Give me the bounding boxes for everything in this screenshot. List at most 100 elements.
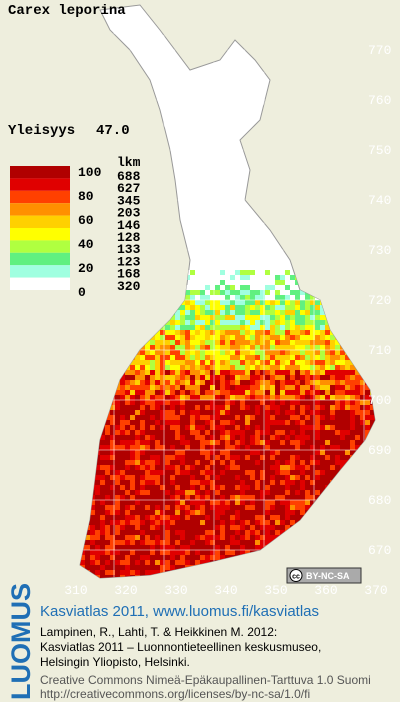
cell (240, 375, 245, 380)
cell (325, 320, 330, 325)
cell (310, 365, 315, 370)
cell (345, 445, 350, 450)
cell (245, 410, 250, 415)
cell (290, 455, 295, 460)
cell (85, 550, 90, 555)
cell (255, 370, 260, 375)
cell (130, 400, 135, 405)
cell (195, 315, 200, 320)
cell (155, 395, 160, 400)
cell (100, 460, 105, 465)
cell (275, 460, 280, 465)
cell (190, 310, 195, 315)
cell (105, 555, 110, 560)
cell (330, 365, 335, 370)
cell (280, 445, 285, 450)
cell (120, 530, 125, 535)
cell (245, 500, 250, 505)
cell (330, 470, 335, 475)
cell (325, 410, 330, 415)
cell (280, 400, 285, 405)
cell (125, 500, 130, 505)
cell (300, 460, 305, 465)
cell (300, 475, 305, 480)
cell (255, 380, 260, 385)
cell (185, 345, 190, 350)
cell (110, 540, 115, 545)
cell (180, 505, 185, 510)
cell (105, 480, 110, 485)
cell (185, 445, 190, 450)
cell (235, 335, 240, 340)
cell (265, 515, 270, 520)
cell (140, 485, 145, 490)
cell (100, 475, 105, 480)
cell (245, 360, 250, 365)
cell (360, 395, 365, 400)
cell (165, 480, 170, 485)
cell (170, 545, 175, 550)
cell (165, 485, 170, 490)
cell (210, 365, 215, 370)
cell (185, 475, 190, 480)
cell (275, 475, 280, 480)
footer-heading: Kasviatlas 2011, www.luomus.fi/kasviatla… (40, 603, 319, 620)
cell (260, 470, 265, 475)
cell (230, 530, 235, 535)
cell (130, 390, 135, 395)
cell (310, 320, 315, 325)
cell (290, 520, 295, 525)
cell (175, 350, 180, 355)
legend-count: 128 (117, 230, 141, 245)
cell (270, 415, 275, 420)
cell (185, 470, 190, 475)
cell (150, 565, 155, 570)
cell (110, 420, 115, 425)
cell (240, 430, 245, 435)
cell (195, 475, 200, 480)
cell (165, 545, 170, 550)
cell (220, 515, 225, 520)
cell (295, 370, 300, 375)
cell (270, 325, 275, 330)
cell (130, 490, 135, 495)
cell (320, 375, 325, 380)
cell (235, 550, 240, 555)
cell (130, 475, 135, 480)
cell (290, 430, 295, 435)
cell (120, 555, 125, 560)
legend-header: lkm (117, 155, 141, 170)
cell (160, 355, 165, 360)
cell (330, 335, 335, 340)
cell (150, 540, 155, 545)
cell (250, 290, 255, 295)
cell (260, 535, 265, 540)
cell (295, 330, 300, 335)
cell (150, 345, 155, 350)
cell (185, 555, 190, 560)
cell (225, 505, 230, 510)
cell (190, 535, 195, 540)
cell (165, 490, 170, 495)
cell (180, 440, 185, 445)
cell (260, 510, 265, 515)
cell (205, 515, 210, 520)
cell (255, 435, 260, 440)
cell (220, 315, 225, 320)
cell (195, 295, 200, 300)
cell (235, 540, 240, 545)
cell (90, 555, 95, 560)
cell (335, 360, 340, 365)
cell (295, 365, 300, 370)
cell (190, 320, 195, 325)
cell (245, 535, 250, 540)
cell (220, 540, 225, 545)
cell (115, 425, 120, 430)
cell (155, 345, 160, 350)
cell (240, 495, 245, 500)
cell (280, 510, 285, 515)
cell (270, 380, 275, 385)
cell (300, 310, 305, 315)
cell (185, 450, 190, 455)
cell (340, 445, 345, 450)
